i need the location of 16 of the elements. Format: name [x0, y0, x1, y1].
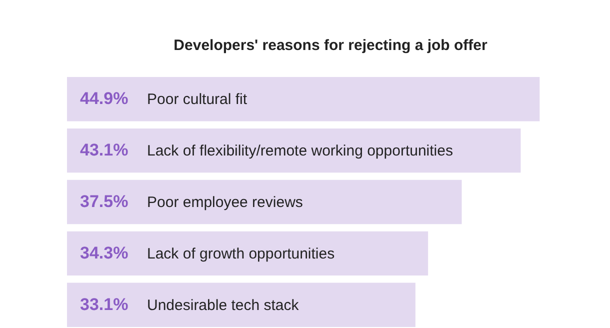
- bar: [67, 282, 416, 327]
- y-tick-label: Poor employee reviews: [147, 194, 303, 211]
- data-label: 37.5%: [80, 192, 128, 211]
- bar: [67, 231, 428, 276]
- y-tick-label: Lack of flexibility/remote working opportunities: [147, 142, 453, 160]
- data-label: 33.1%: [80, 294, 128, 314]
- y-tick-label: Lack of growth opportunities: [147, 245, 335, 262]
- y-tick-label: Undesirable tech stack: [147, 296, 300, 314]
- data-label: 43.1%: [80, 140, 128, 160]
- bar: [67, 77, 540, 122]
- bar: [67, 128, 521, 173]
- bar: [67, 180, 462, 224]
- y-tick-label: Poor cultural fit: [147, 91, 248, 108]
- chart-title: Developers' reasons for rejecting a job offer: [174, 37, 488, 54]
- data-label: 44.9%: [80, 89, 128, 108]
- data-label: 34.3%: [80, 243, 128, 262]
